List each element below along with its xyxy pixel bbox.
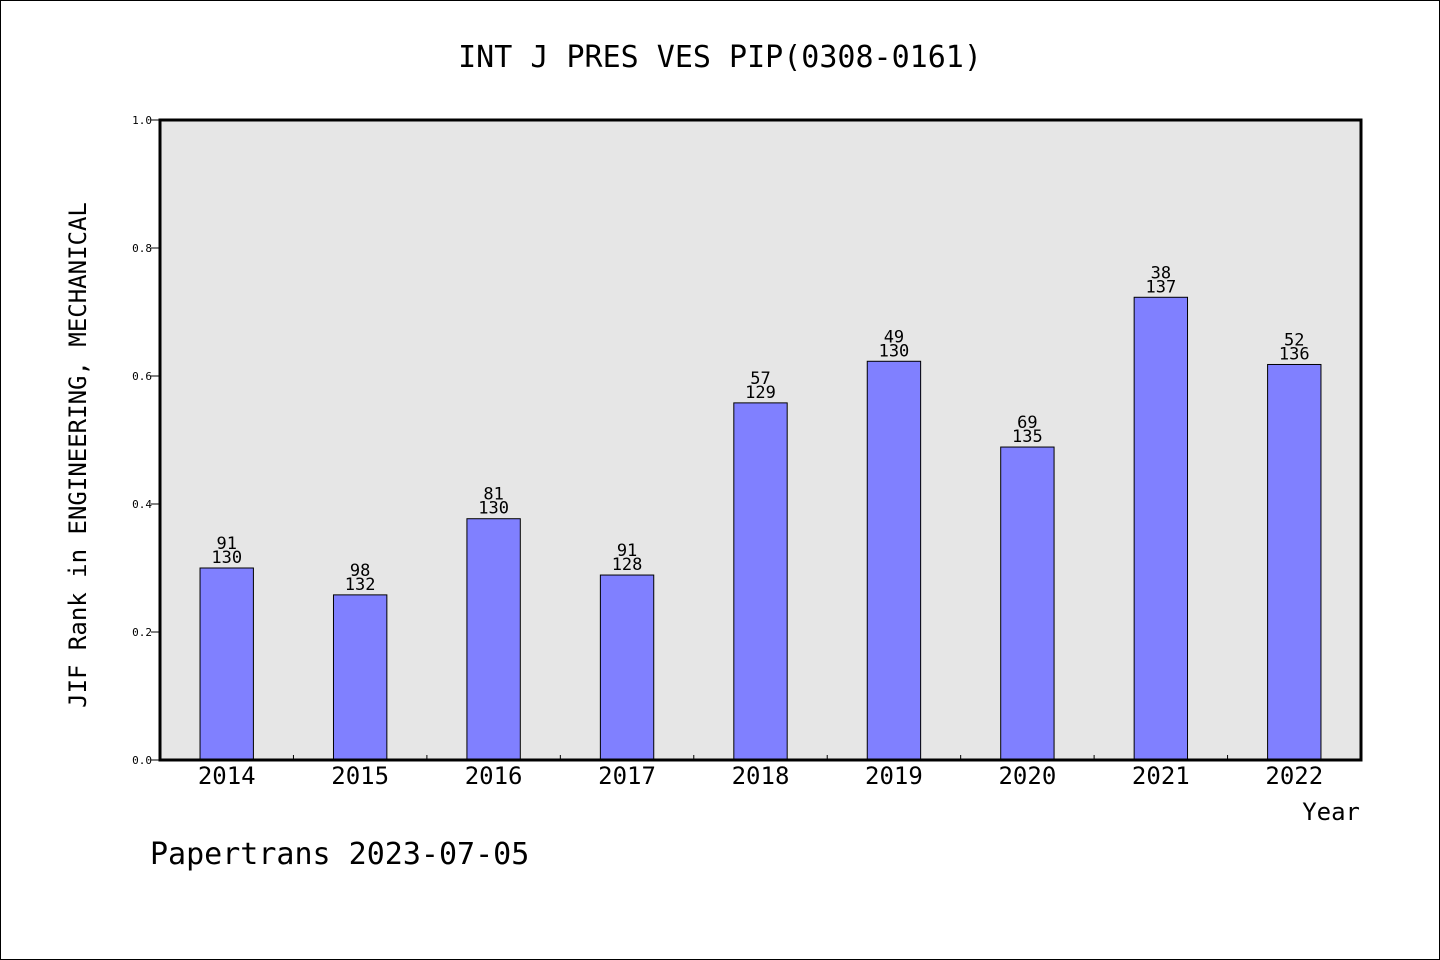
y-tick-label: 0.0 <box>132 754 152 767</box>
bar-series: 9113098132811309112857129491306913538137… <box>199 263 1322 761</box>
bar-2022 <box>1267 363 1322 761</box>
x-tick-label: 2015 <box>331 762 389 790</box>
bar-2019 <box>866 360 922 761</box>
bar-2016 <box>466 518 521 761</box>
bar-rank-label: 38 <box>1151 263 1171 283</box>
x-tick-label: 2020 <box>998 762 1056 790</box>
bar-2018 <box>733 402 788 761</box>
bar-2015 <box>332 594 388 761</box>
bar-rank-label: 81 <box>483 485 503 505</box>
plot-border <box>158 118 1363 762</box>
bar-total-label: 128 <box>612 555 643 575</box>
chart-title: INT J PRES VES PIP(0308-0161) <box>458 40 982 75</box>
bar-rank-label: 98 <box>350 561 370 581</box>
bar-total-label: 137 <box>1145 277 1176 297</box>
y-tick-label: 0.8 <box>132 242 152 255</box>
footer-credit: Papertrans 2023-07-05 <box>150 837 529 872</box>
bar-2017 <box>599 574 655 761</box>
bar-rank-label: 57 <box>750 369 770 389</box>
y-tick-label: 0.4 <box>132 498 152 511</box>
bar-rank-label: 69 <box>1017 413 1037 433</box>
bar-2014 <box>199 567 254 761</box>
x-tick-label: 2021 <box>1132 762 1190 790</box>
x-axis-ticks: 2014 2015 2016 2017 2018 2019 2020 2021 2022 <box>198 755 1323 790</box>
bar-total-label: 129 <box>745 383 776 403</box>
bar-total-label: 132 <box>345 575 376 595</box>
x-tick-label: 2016 <box>465 762 523 790</box>
bar-total-label: 130 <box>478 499 509 519</box>
bar-total-label: 130 <box>879 341 910 361</box>
x-tick-label: 2018 <box>732 762 790 790</box>
y-axis-label: JIF Rank in ENGINEERING, MECHANICAL <box>64 202 92 708</box>
x-axis-label: Year <box>1302 798 1360 826</box>
bar-2020 <box>1000 446 1055 761</box>
y-axis-ticks: 0.0 0.2 0.4 0.6 0.8 1.0 <box>132 114 160 767</box>
x-tick-label: 2019 <box>865 762 923 790</box>
x-tick-label: 2022 <box>1265 762 1323 790</box>
x-tick-label: 2017 <box>598 762 656 790</box>
bar-total-label: 136 <box>1279 344 1310 364</box>
bar-2021 <box>1133 296 1189 761</box>
y-tick-label: 1.0 <box>132 114 152 127</box>
bar-rank-label: 52 <box>1284 330 1304 350</box>
y-tick-label: 0.2 <box>132 626 152 639</box>
bar-rank-label: 91 <box>617 541 637 561</box>
bar-total-label: 130 <box>211 548 242 568</box>
y-tick-label: 0.6 <box>132 370 152 383</box>
x-tick-label: 2014 <box>198 762 256 790</box>
bar-rank-label: 91 <box>216 534 236 554</box>
bar-rank-label: 49 <box>884 327 904 347</box>
bar-total-label: 135 <box>1012 427 1043 447</box>
